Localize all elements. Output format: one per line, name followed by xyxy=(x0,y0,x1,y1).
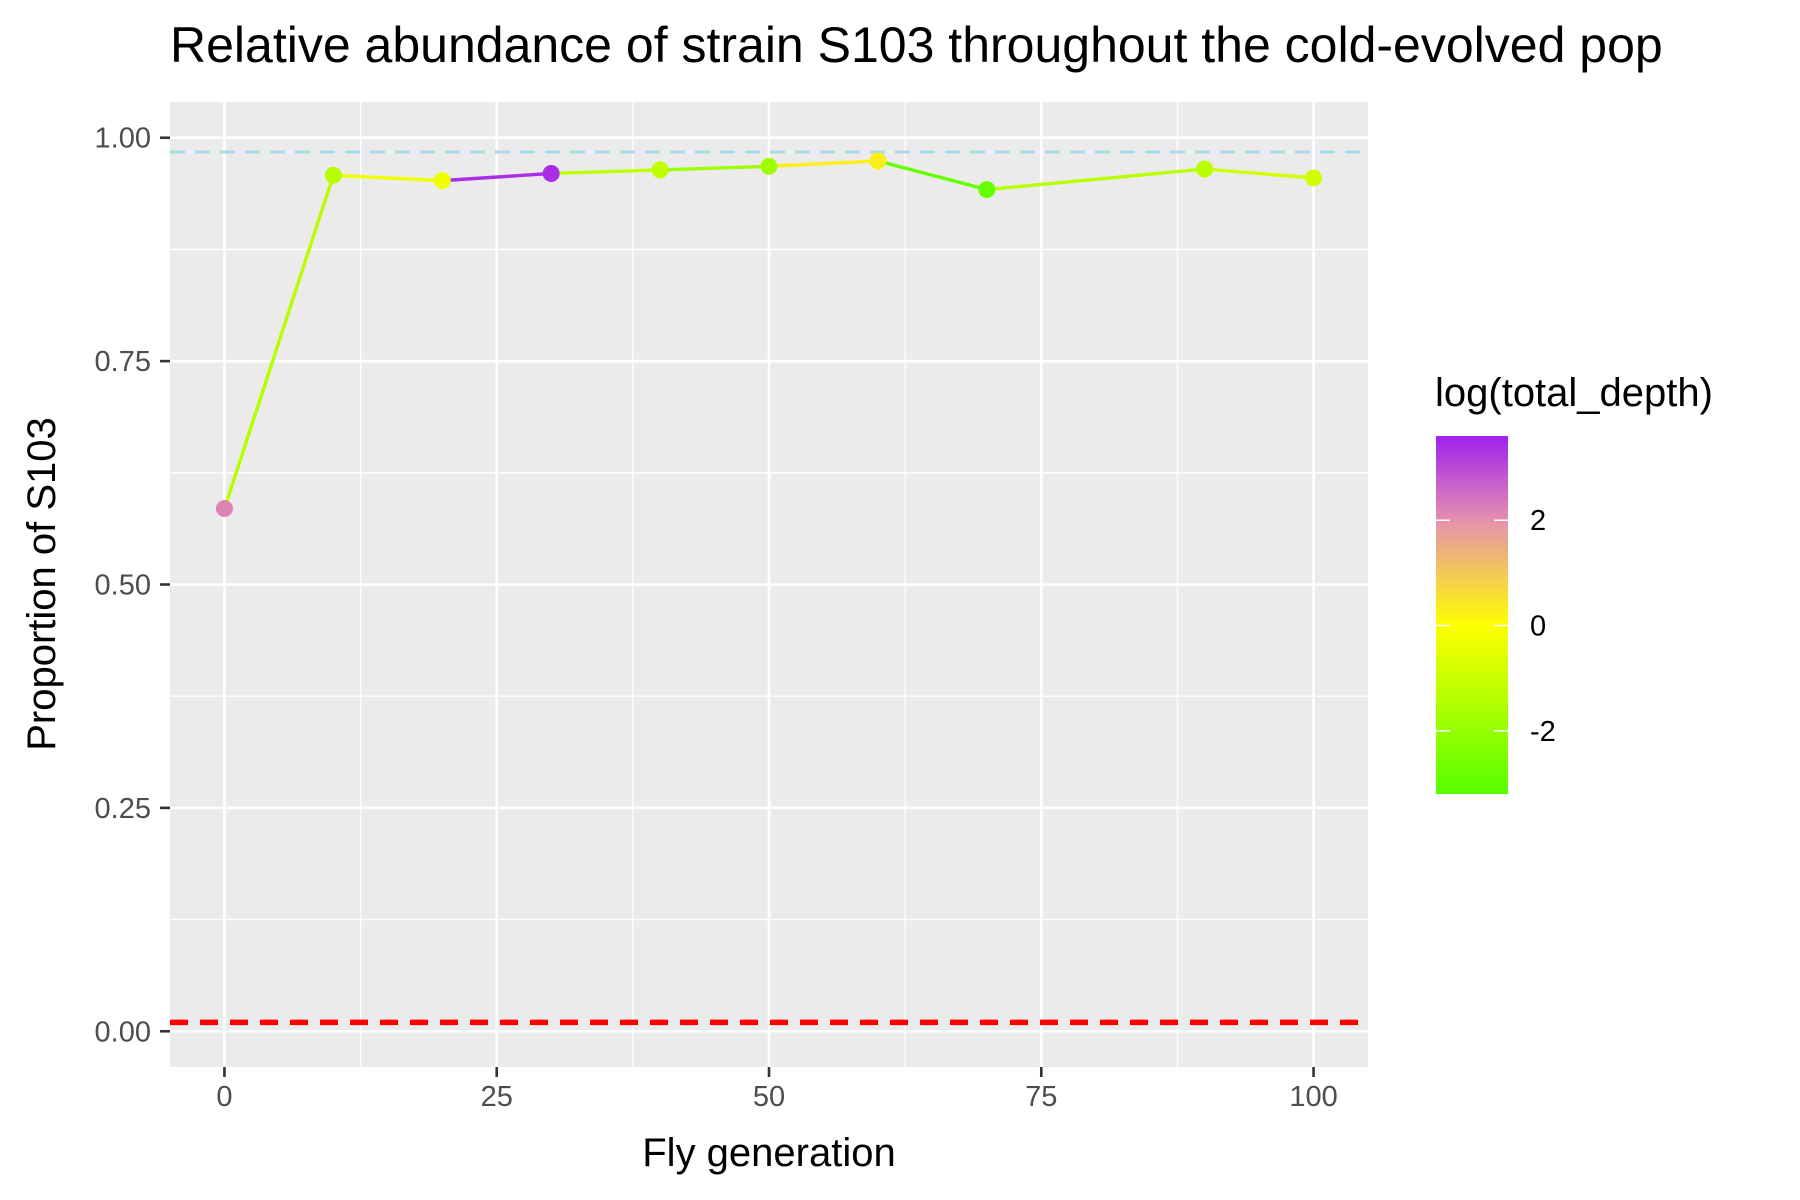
y-tick-label: 0.25 xyxy=(95,793,151,825)
y-tick-label: 0.50 xyxy=(95,570,151,602)
major-gridlines xyxy=(170,102,1368,1067)
axis-ticks xyxy=(160,136,1315,1077)
colorbar-tick-label: -2 xyxy=(1530,716,1556,748)
line-segment xyxy=(222,173,336,511)
line-segment xyxy=(876,159,989,192)
data-point xyxy=(760,157,778,175)
y-tick-label: 1.00 xyxy=(95,123,151,155)
data-point xyxy=(542,164,560,182)
data-point xyxy=(324,166,342,184)
x-axis-title: Fly generation xyxy=(642,1131,895,1175)
line-segment xyxy=(767,159,880,169)
line-segment xyxy=(549,168,662,176)
series-points xyxy=(215,152,1323,518)
data-point xyxy=(433,172,451,190)
colorbar-tick-label: 2 xyxy=(1530,505,1546,537)
data-point xyxy=(651,161,669,179)
x-tick-label: 75 xyxy=(1025,1081,1057,1113)
colorbar xyxy=(1436,436,1508,794)
data-point xyxy=(1196,160,1214,178)
y-tick-labels: 0.00 0.25 0.50 0.75 1.00 xyxy=(95,123,151,1049)
data-point xyxy=(1305,169,1323,187)
legend-title: log(total_depth) xyxy=(1435,371,1713,415)
colorbar-ticks: 2 0 -2 xyxy=(1436,505,1556,748)
y-axis-title: Proportion of S103 xyxy=(20,417,64,751)
line-segment xyxy=(440,171,553,183)
reference-lines xyxy=(170,150,1368,1026)
x-tick-label: 25 xyxy=(481,1081,513,1113)
line-segment xyxy=(985,167,1207,192)
x-tick-label: 100 xyxy=(1289,1081,1337,1113)
data-point xyxy=(978,181,996,199)
line-segment xyxy=(1202,167,1316,180)
x-tick-label: 0 xyxy=(216,1081,232,1113)
line-segment xyxy=(331,173,444,183)
series-lines xyxy=(222,159,1316,511)
y-tick-label: 0.75 xyxy=(95,346,151,378)
x-tick-labels: 0 25 50 75 100 xyxy=(216,1081,1337,1113)
chart-title: Relative abundance of strain S103 throug… xyxy=(170,17,1663,73)
y-tick-label: 0.00 xyxy=(95,1016,151,1048)
x-tick-label: 50 xyxy=(753,1081,785,1113)
colorbar-tick-label: 0 xyxy=(1530,611,1546,643)
data-point xyxy=(215,500,233,518)
legend: log(total_depth) 2 0 -2 xyxy=(1435,371,1713,794)
line-segment xyxy=(658,164,771,172)
data-point xyxy=(869,152,887,170)
